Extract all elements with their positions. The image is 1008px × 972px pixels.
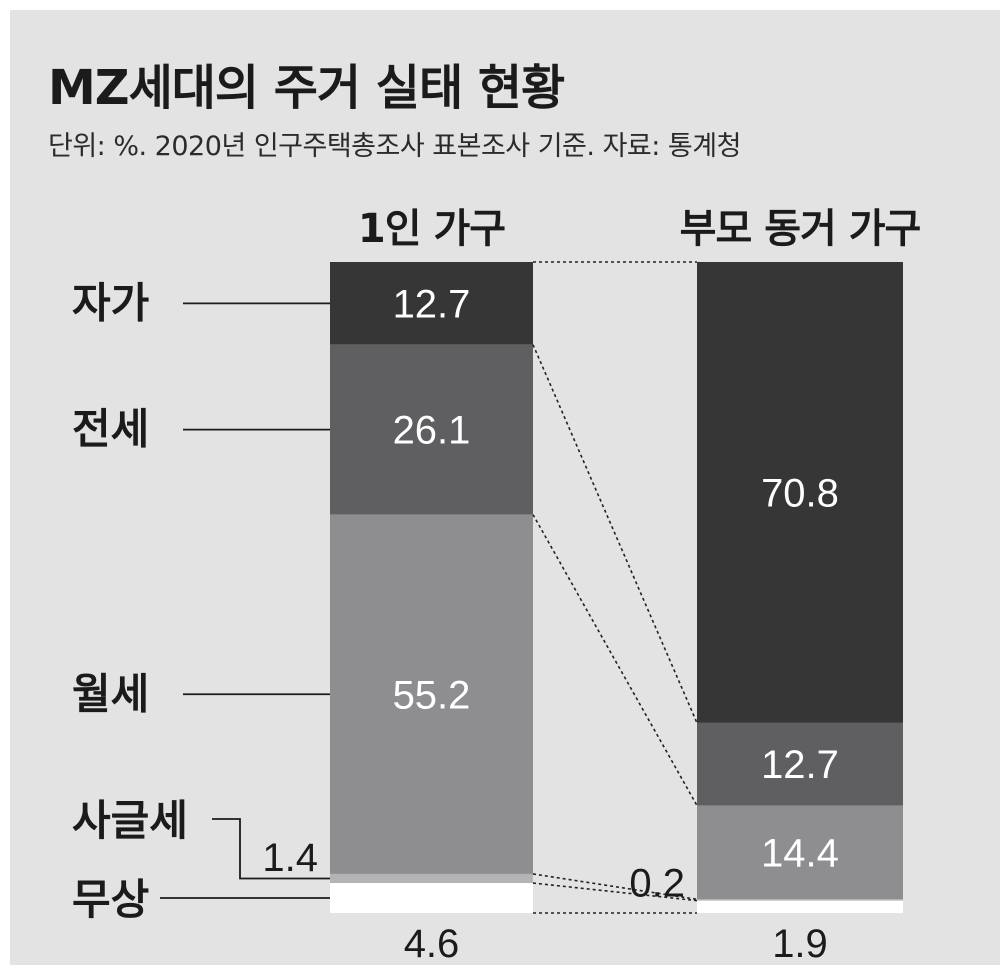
bar-single-household-2	[330, 514, 533, 874]
data-label-parent-household-1: 12.7	[761, 743, 839, 787]
bar-parent-household-4	[697, 900, 903, 913]
chart-subtitle: 단위: %. 2020년 인구주택총조사 표본조사 기준. 자료: 통계청	[48, 131, 741, 162]
bar-single-household-0	[330, 262, 533, 345]
data-label-parent-household-3: 0.2	[629, 861, 685, 905]
bar-single-household-3	[330, 873, 533, 884]
bar-single-household-1	[330, 344, 533, 515]
category-label-parent-household: 부모 동거 가구	[679, 206, 922, 252]
series-label-2: 월세	[72, 670, 149, 717]
category-label-single-household: 1인 가구	[357, 206, 506, 252]
data-label-single-household-2: 55.2	[393, 673, 471, 717]
data-label-single-household-3: 1.4	[262, 836, 318, 880]
series-label-4: 무상	[72, 876, 149, 923]
data-label-parent-household-0: 70.8	[761, 471, 839, 515]
series-label-0: 자가	[72, 279, 149, 326]
bar-parent-household-3	[697, 899, 903, 901]
connector-line	[532, 873, 698, 901]
chart-title: MZ세대의 주거 실태 현황	[48, 60, 565, 116]
data-label-single-household-1: 26.1	[393, 409, 471, 453]
connector-line	[532, 514, 698, 806]
data-label-single-household-4: 4.6	[404, 922, 460, 966]
data-label-parent-household-4: 1.9	[772, 922, 828, 966]
series-label-1: 전세	[72, 406, 149, 453]
bar-single-household-4	[330, 883, 533, 913]
series-label-3: 사글세	[72, 797, 188, 844]
connector-line	[532, 344, 698, 724]
bar-parent-household-2	[697, 805, 903, 900]
data-label-single-household-0: 12.7	[393, 282, 471, 326]
bar-parent-household-0	[697, 262, 903, 723]
bar-parent-household-1	[697, 722, 903, 806]
data-label-parent-household-2: 14.4	[761, 831, 839, 875]
leader-line-3	[212, 818, 330, 880]
